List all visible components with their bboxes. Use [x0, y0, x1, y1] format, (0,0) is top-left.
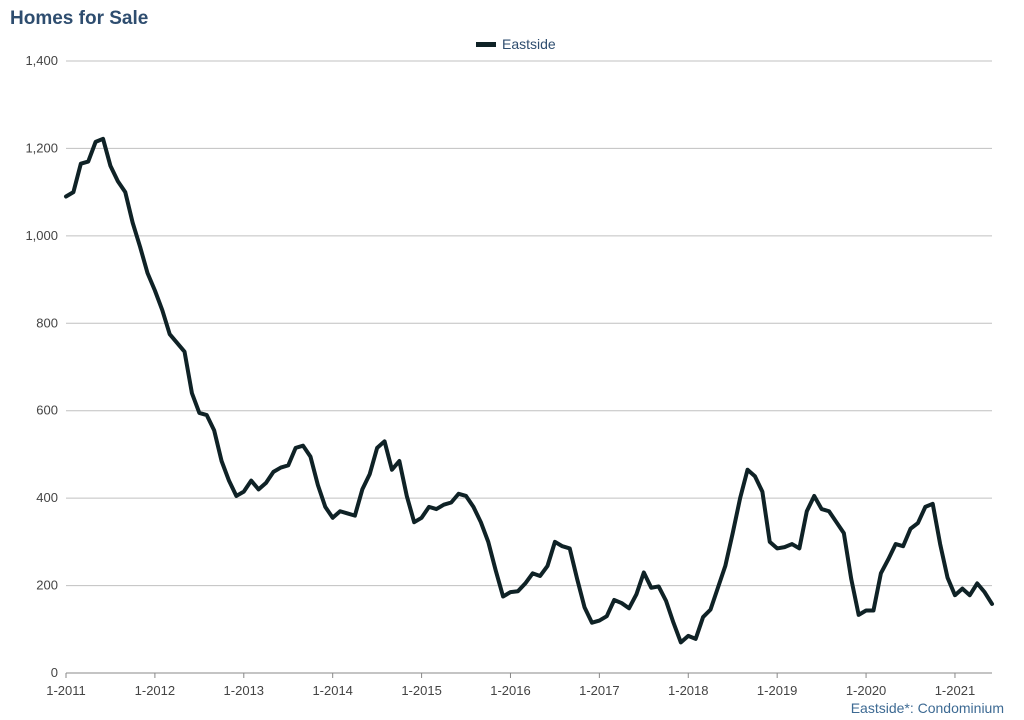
legend-swatch [476, 41, 496, 47]
x-tick-label: 1-2012 [135, 683, 175, 698]
y-tick-label: 0 [51, 665, 58, 680]
y-tick-label: 200 [36, 578, 58, 593]
x-tick-label: 1-2017 [579, 683, 619, 698]
y-tick-label: 800 [36, 315, 58, 330]
y-tick-label: 400 [36, 490, 58, 505]
x-axis: 1-2011 1-2012 1-2013 1-2014 1-2015 1-2016 1-20… [46, 672, 992, 698]
legend-label: Eastside [502, 36, 556, 52]
gridlines [66, 60, 992, 587]
series-group [64, 136, 994, 645]
x-tick-label: 1-2014 [312, 683, 352, 698]
y-tick-label: 600 [36, 403, 58, 418]
x-tick-label: 1-2015 [401, 683, 441, 698]
x-tick-label: 1-2020 [846, 683, 886, 698]
x-tick-label: 1-2016 [490, 683, 530, 698]
y-axis: 0 200 400 600 800 1,000 1,200 1,400 [25, 53, 58, 680]
x-tick-label: 1-2011 [46, 683, 86, 698]
y-tick-label: 1,400 [25, 53, 58, 68]
x-tick-label: 1-2021 [935, 683, 975, 698]
x-tick-label: 1-2013 [224, 683, 264, 698]
series-line-eastside [64, 136, 994, 645]
chart-title: Homes for Sale [10, 8, 149, 29]
legend: Eastside [476, 36, 556, 52]
y-tick-label: 1,000 [25, 228, 58, 243]
footnote: Eastside*: Condominium [850, 700, 1004, 716]
x-tick-label: 1-2018 [668, 683, 708, 698]
x-tick-label: 1-2019 [757, 683, 797, 698]
y-tick-label: 1,200 [25, 140, 58, 155]
